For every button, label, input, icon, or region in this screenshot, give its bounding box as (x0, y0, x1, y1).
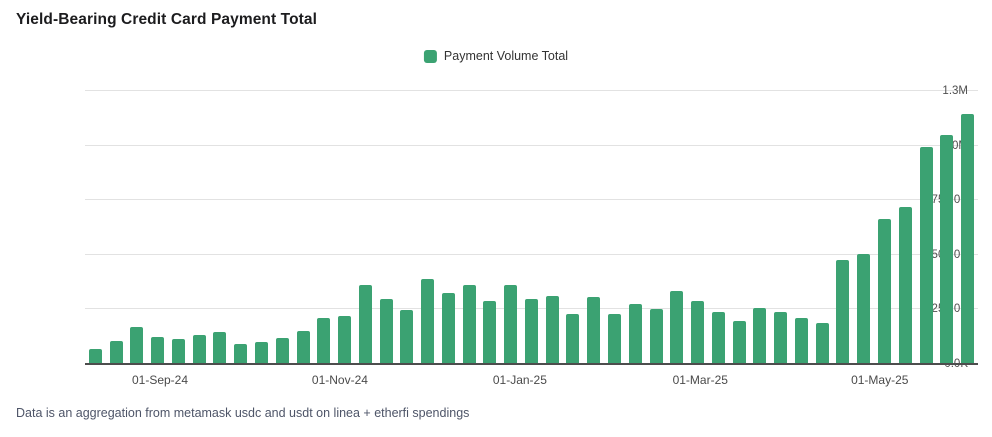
bar[interactable] (649, 308, 663, 364)
plot-area: 0.0K250.0K500.0K750.0K1.0M1.3M (85, 85, 978, 370)
bar[interactable] (358, 284, 372, 364)
bar[interactable] (109, 341, 123, 364)
gridline (85, 144, 978, 146)
x-tick-label: 01-Mar-25 (672, 373, 728, 387)
bar[interactable] (691, 301, 705, 364)
bar[interactable] (919, 146, 933, 364)
bar[interactable] (732, 321, 746, 364)
bar[interactable] (774, 312, 788, 364)
bar[interactable] (421, 278, 435, 364)
legend-item-payment-volume-total[interactable]: Payment Volume Total (423, 49, 569, 63)
bar[interactable] (171, 339, 185, 364)
bar[interactable] (670, 291, 684, 364)
bar[interactable] (504, 285, 518, 364)
bar[interactable] (151, 337, 165, 364)
x-tick-label: 01-Sep-24 (131, 373, 189, 387)
legend-swatch-icon (423, 49, 437, 63)
bar[interactable] (753, 308, 767, 364)
bar[interactable] (940, 134, 954, 364)
bar[interactable] (608, 314, 622, 364)
bar[interactable] (877, 218, 891, 364)
bar[interactable] (88, 348, 102, 364)
bar[interactable] (255, 342, 268, 364)
bar[interactable] (794, 318, 808, 364)
x-axis-line (85, 363, 978, 365)
bar[interactable] (462, 284, 476, 364)
footer-note: Data is an aggregation from metamask usd… (16, 406, 470, 420)
y-tick-label: 1.3M (942, 85, 968, 97)
bar[interactable] (338, 315, 352, 364)
bar[interactable] (275, 338, 289, 364)
x-tick-label: 01-Jan-25 (492, 373, 547, 387)
bar[interactable] (400, 310, 414, 364)
bar[interactable] (213, 332, 227, 364)
bar[interactable] (587, 297, 601, 364)
bar[interactable] (711, 312, 725, 364)
bar[interactable] (130, 327, 144, 364)
bar[interactable] (524, 299, 538, 364)
gridline (85, 199, 978, 201)
bar[interactable] (566, 314, 580, 364)
bar[interactable] (836, 259, 850, 364)
x-tick-label: 01-May-25 (851, 373, 909, 387)
bar[interactable] (815, 323, 829, 364)
bar[interactable] (628, 304, 642, 364)
bar[interactable] (234, 343, 248, 364)
legend-label: Payment Volume Total (443, 49, 569, 63)
chart-title: Yield-Bearing Credit Card Payment Total (16, 11, 318, 28)
bar[interactable] (961, 113, 975, 364)
bar[interactable] (857, 254, 871, 364)
bar[interactable] (192, 335, 206, 364)
bar[interactable] (379, 299, 393, 364)
gridline (85, 90, 978, 91)
bar[interactable] (317, 317, 331, 364)
gridline (85, 253, 978, 255)
bar-series-payment-volume-total (85, 91, 978, 364)
bar[interactable] (545, 296, 559, 364)
bar[interactable] (441, 293, 455, 364)
x-tick-label: 01-Nov-24 (311, 373, 368, 387)
bar[interactable] (483, 300, 497, 364)
bar[interactable] (898, 207, 912, 364)
x-axis-labels: 01-Sep-24 01-Nov-24 01-Jan-25 01-Mar-25 01-M… (85, 373, 978, 389)
bar[interactable] (296, 331, 310, 364)
